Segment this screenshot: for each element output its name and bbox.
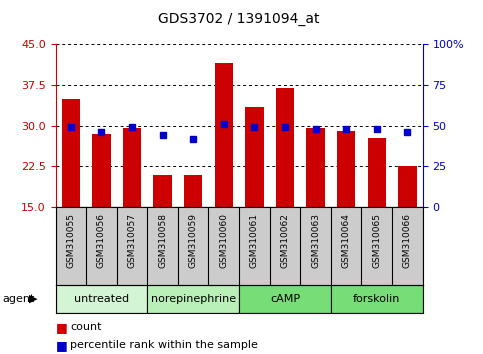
Bar [62,98,80,207]
Text: GSM310065: GSM310065 [372,213,381,268]
Bar [56,285,147,313]
Bar [214,63,233,207]
Text: GSM310066: GSM310066 [403,213,412,268]
Bar [331,285,423,313]
Text: percentile rank within the sample: percentile rank within the sample [70,340,258,350]
Bar [147,285,239,313]
Bar [92,134,111,207]
Bar [184,175,202,207]
Text: GSM310063: GSM310063 [311,213,320,268]
Bar [276,88,294,207]
Text: ▶: ▶ [28,294,37,304]
Text: norepinephrine: norepinephrine [151,294,236,304]
Text: GSM310059: GSM310059 [189,213,198,268]
Bar [245,107,264,207]
Bar [123,129,141,207]
Text: GSM310064: GSM310064 [341,213,351,268]
Text: ■: ■ [56,321,67,334]
Text: GSM310062: GSM310062 [281,213,289,268]
Text: GSM310058: GSM310058 [158,213,167,268]
Text: GSM310057: GSM310057 [128,213,137,268]
Bar [368,138,386,207]
Bar [154,175,172,207]
Text: forskolin: forskolin [353,294,400,304]
Bar [239,285,331,313]
Text: GDS3702 / 1391094_at: GDS3702 / 1391094_at [158,12,320,27]
Text: GSM310060: GSM310060 [219,213,228,268]
Bar [337,131,355,207]
Text: agent: agent [2,294,35,304]
Text: cAMP: cAMP [270,294,300,304]
Text: GSM310061: GSM310061 [250,213,259,268]
Text: ■: ■ [56,339,67,352]
Text: untreated: untreated [74,294,129,304]
Text: GSM310055: GSM310055 [66,213,75,268]
Text: GSM310056: GSM310056 [97,213,106,268]
Bar [398,166,416,207]
Text: count: count [70,322,101,332]
Bar [306,129,325,207]
